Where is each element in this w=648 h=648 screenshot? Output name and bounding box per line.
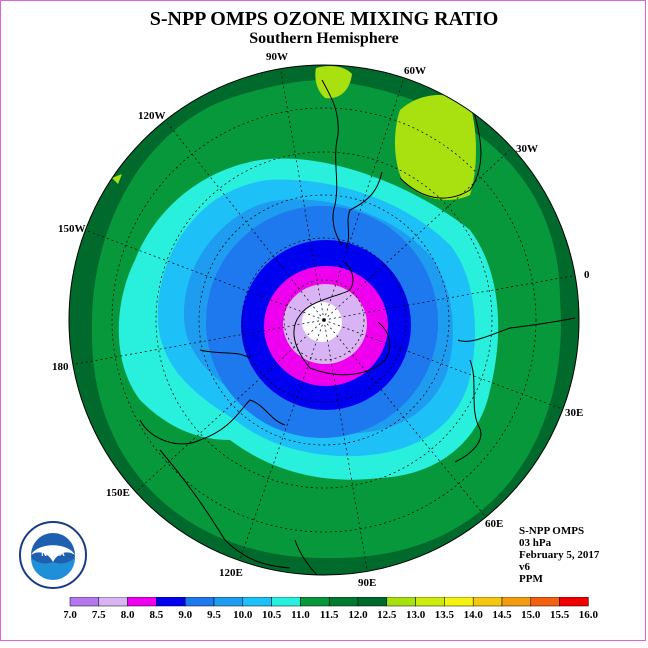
figure-title: S-NPP OMPS OZONE MIXING RATIO bbox=[149, 8, 499, 30]
colorbar-label: 9.5 bbox=[207, 609, 221, 621]
lon-label-120w: 120W bbox=[138, 110, 166, 122]
colorbar-label: 10.0 bbox=[233, 609, 253, 621]
colorbar-label: 7.0 bbox=[64, 609, 77, 621]
colorbar-label: 12.0 bbox=[348, 609, 368, 621]
lon-label-60e: 60E bbox=[485, 518, 503, 530]
info-level: 03 hPa bbox=[519, 537, 552, 549]
colorbar-swatch bbox=[444, 597, 474, 607]
colorbar-swatches bbox=[69, 597, 589, 607]
map-disc bbox=[69, 65, 579, 575]
lon-label-30w: 30W bbox=[516, 143, 538, 155]
colorbar-labels: 7.0 7.5 8.0 8.5 9.0 9.5 10.0 10.5 11.0 11.5 12.0 12… bbox=[64, 609, 599, 621]
info-version: v6 bbox=[519, 561, 530, 573]
noaa-logo: NOAA bbox=[19, 521, 87, 589]
meridians bbox=[69, 65, 579, 575]
lon-label-150e: 150E bbox=[106, 487, 130, 499]
colorbar-swatch bbox=[127, 597, 157, 607]
colorbar-swatch bbox=[242, 597, 272, 607]
colorbar-swatch bbox=[415, 597, 445, 607]
contour-7.5-center bbox=[302, 302, 342, 342]
colorbar-label: 8.5 bbox=[150, 609, 164, 621]
colorbar-label: 10.5 bbox=[262, 609, 282, 621]
lon-label-90w: 90W bbox=[266, 51, 288, 63]
colorbar-swatch bbox=[501, 597, 532, 607]
coastlines bbox=[139, 79, 576, 575]
colorbar-label: 11.5 bbox=[320, 609, 339, 621]
contour-12.5-patch-left bbox=[112, 174, 122, 184]
colorbar-swatch bbox=[559, 597, 589, 607]
lon-label-90e: 90E bbox=[358, 577, 376, 589]
lon-label-150w: 150W bbox=[58, 223, 86, 235]
info-date: February 5, 2017 bbox=[519, 549, 600, 561]
lon-label-60w: 60W bbox=[404, 65, 426, 77]
colorbar-label: 7.5 bbox=[92, 609, 106, 621]
colorbar-label: 14.5 bbox=[492, 609, 512, 621]
colorbar-label: 8.0 bbox=[121, 609, 135, 621]
longitude-labels: 90W 60W 30W 0 30E 60E 90E 120E 150E 180 … bbox=[52, 51, 590, 589]
colorbar-label: 15.0 bbox=[521, 609, 541, 621]
colorbar-label: 9.0 bbox=[178, 609, 192, 621]
colorbar-label: 11.0 bbox=[291, 609, 310, 621]
map-boundary bbox=[68, 64, 580, 576]
colorbar-swatch bbox=[69, 597, 100, 607]
contour-12.5-patch-top bbox=[315, 66, 352, 99]
lon-label-30e: 30E bbox=[565, 407, 583, 419]
colorbar-swatch bbox=[271, 597, 301, 607]
colorbar-label: 12.5 bbox=[377, 609, 397, 621]
figure-subtitle: Southern Hemisphere bbox=[249, 30, 399, 47]
colorbar-label: 13.0 bbox=[406, 609, 426, 621]
colorbar-label: 16.0 bbox=[579, 609, 599, 621]
logo-text: NOAA bbox=[41, 549, 65, 558]
lon-label-0: 0 bbox=[584, 269, 590, 281]
colorbar-swatch bbox=[472, 597, 503, 607]
lon-label-180: 180 bbox=[52, 361, 69, 373]
colorbar-swatch bbox=[213, 597, 244, 607]
latitude-circles bbox=[111, 107, 537, 533]
colorbar-swatch bbox=[156, 597, 186, 607]
lon-label-120e: 120E bbox=[219, 567, 243, 579]
colorbar-swatch bbox=[530, 597, 560, 607]
colorbar-swatch bbox=[357, 597, 388, 607]
colorbar: 7.0 7.5 8.0 8.5 9.0 9.5 10.0 10.5 11.0 11.5 12.0 12… bbox=[64, 597, 599, 621]
colorbar-swatch bbox=[328, 597, 359, 607]
colorbar-swatch bbox=[184, 597, 215, 607]
colorbar-swatch bbox=[300, 597, 330, 607]
colorbar-label: 15.5 bbox=[550, 609, 570, 621]
info-instrument: S-NPP OMPS bbox=[519, 525, 585, 537]
contour-12.5-patch bbox=[394, 94, 476, 200]
colorbar-label: 14.0 bbox=[464, 609, 484, 621]
colorbar-swatch bbox=[98, 597, 128, 607]
colorbar-label: 13.5 bbox=[435, 609, 455, 621]
colorbar-swatch bbox=[386, 597, 416, 607]
info-units: PPM bbox=[519, 573, 543, 585]
